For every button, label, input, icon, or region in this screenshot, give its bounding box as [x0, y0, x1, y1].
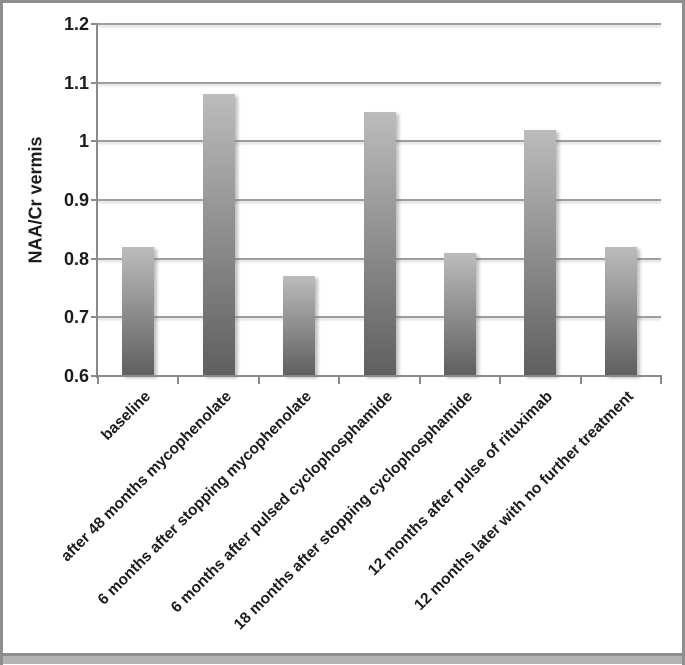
y-tick-label: 0.8 — [63, 248, 89, 269]
bar — [524, 129, 557, 376]
x-axis-line — [98, 375, 662, 377]
y-tick-label: 1.2 — [63, 14, 89, 34]
y-tick — [91, 140, 98, 143]
bar — [604, 246, 637, 376]
gridline — [98, 81, 661, 84]
y-tick-label: 0.7 — [63, 307, 89, 328]
x-tick — [499, 376, 502, 384]
y-tick-label: 0.9 — [63, 190, 89, 210]
y-tick-label: 0.6 — [63, 366, 89, 386]
x-tick — [579, 376, 582, 384]
bar — [363, 112, 396, 376]
bar — [202, 94, 235, 376]
frame-bottom-band — [3, 653, 682, 664]
x-tick — [97, 376, 99, 384]
bar — [283, 276, 316, 376]
x-tick — [338, 376, 341, 384]
bar — [443, 252, 476, 376]
y-tick-label: 1.1 — [63, 72, 89, 93]
y-tick — [91, 375, 98, 377]
x-tick — [177, 376, 180, 384]
x-tick — [257, 376, 260, 384]
chart-canvas: NAA/Cr vermis 0.6 0.7 0.8 0.9 1 1.1 1.2 baseli… — [3, 3, 682, 665]
y-tick-label: 1 — [78, 131, 89, 152]
y-tick — [91, 81, 98, 84]
y-axis-line — [96, 24, 98, 378]
y-tick — [91, 257, 98, 260]
y-tick — [91, 199, 98, 201]
y-tick — [91, 23, 98, 25]
y-tick — [91, 316, 98, 319]
gridline — [98, 23, 661, 25]
x-tick — [660, 376, 662, 384]
bar — [122, 246, 155, 376]
x-tick — [418, 376, 421, 384]
